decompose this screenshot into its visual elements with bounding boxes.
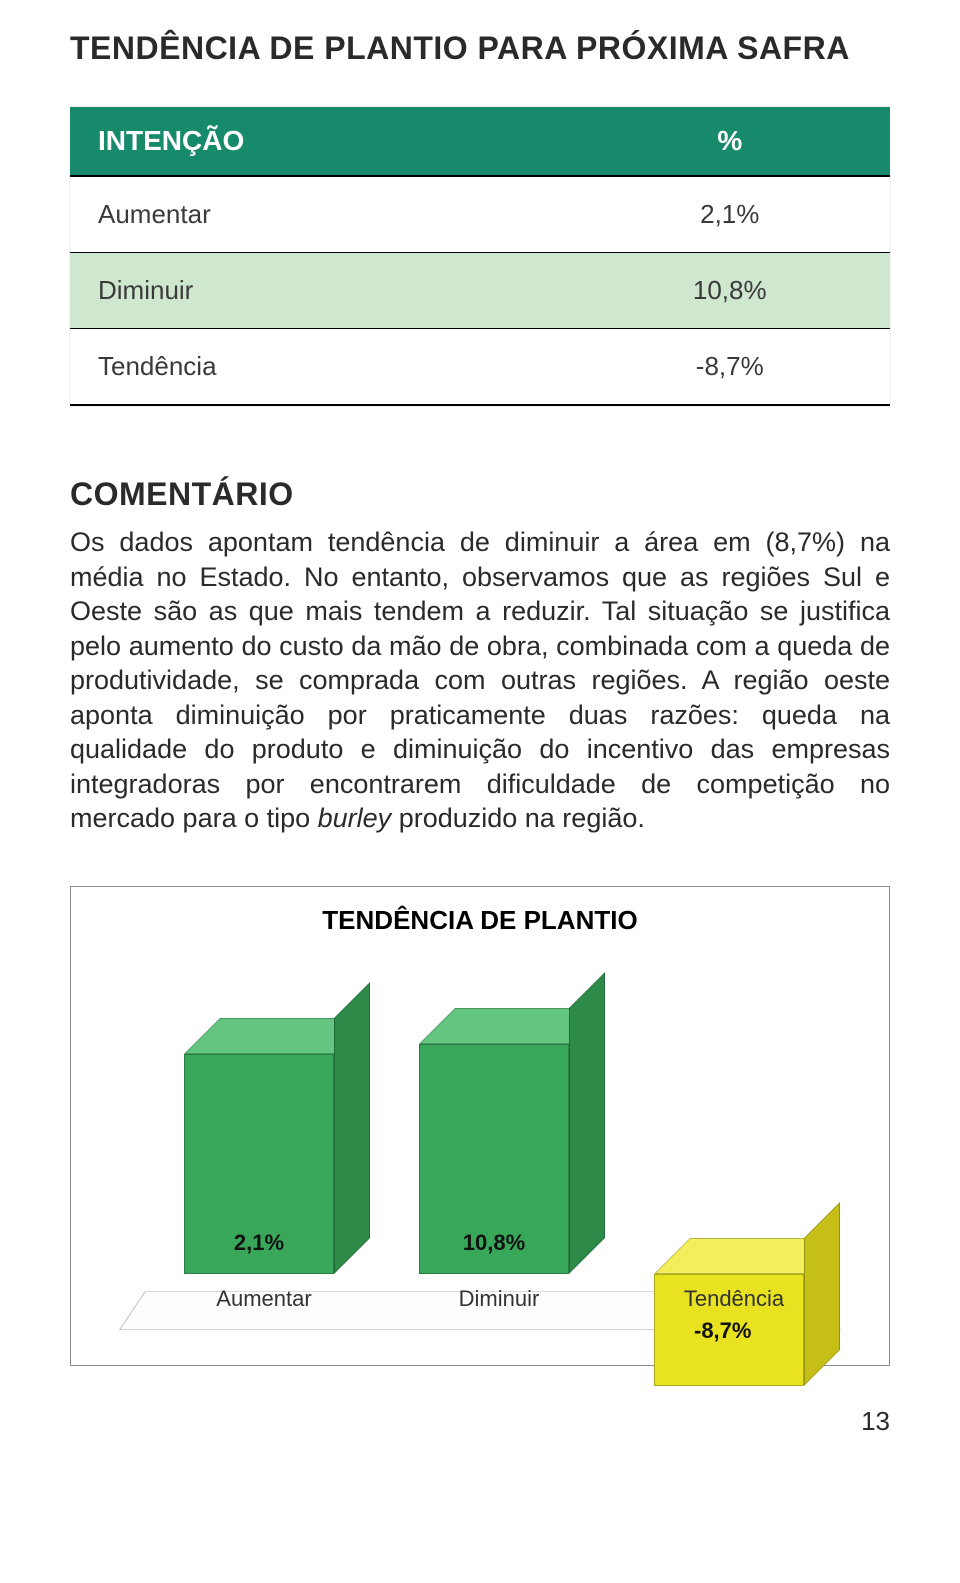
page-title: TENDÊNCIA DE PLANTIO PARA PRÓXIMA SAFRA: [70, 30, 890, 67]
bar-side: [334, 982, 370, 1274]
cell-label: Diminuir: [70, 253, 570, 329]
bar-category-label: Diminuir: [409, 1286, 589, 1312]
table-row: Aumentar 2,1%: [70, 176, 890, 253]
table-header-row: INTENÇÃO %: [70, 107, 890, 176]
comment-title: COMENTÁRIO: [70, 476, 890, 513]
cell-value: -8,7%: [570, 329, 890, 406]
table-row: Diminuir 10,8%: [70, 253, 890, 329]
chart-area: Aumentar 2,1% Diminuir 10,8% Tendência -8,7%: [99, 946, 861, 1346]
comment-text-after: produzido na região.: [391, 803, 645, 833]
page-number: 13: [70, 1406, 890, 1437]
cell-label: Aumentar: [70, 176, 570, 253]
table-row: Tendência -8,7%: [70, 329, 890, 406]
chart-title: TENDÊNCIA DE PLANTIO: [99, 905, 861, 936]
bar-category-label: Aumentar: [174, 1286, 354, 1312]
intention-table: INTENÇÃO % Aumentar 2,1% Diminuir 10,8% …: [70, 107, 890, 406]
bar-category-label: Tendência: [644, 1286, 824, 1312]
cell-value: 2,1%: [570, 176, 890, 253]
comment-text: Os dados apontam tendência de diminuir a…: [70, 525, 890, 836]
comment-italic: burley: [318, 803, 392, 833]
bar-value-label: 10,8%: [414, 1230, 574, 1256]
cell-label: Tendência: [70, 329, 570, 406]
bar-side: [569, 972, 605, 1274]
col-percent: %: [570, 107, 890, 176]
cell-value: 10,8%: [570, 253, 890, 329]
bar-value-label: 2,1%: [179, 1230, 339, 1256]
bar-value-label: -8,7%: [694, 1318, 751, 1344]
col-intencao: INTENÇÃO: [70, 107, 570, 176]
chart-container: TENDÊNCIA DE PLANTIO Aumentar 2,1% Diminui…: [70, 886, 890, 1366]
comment-text-before: Os dados apontam tendência de diminuir a…: [70, 527, 890, 833]
